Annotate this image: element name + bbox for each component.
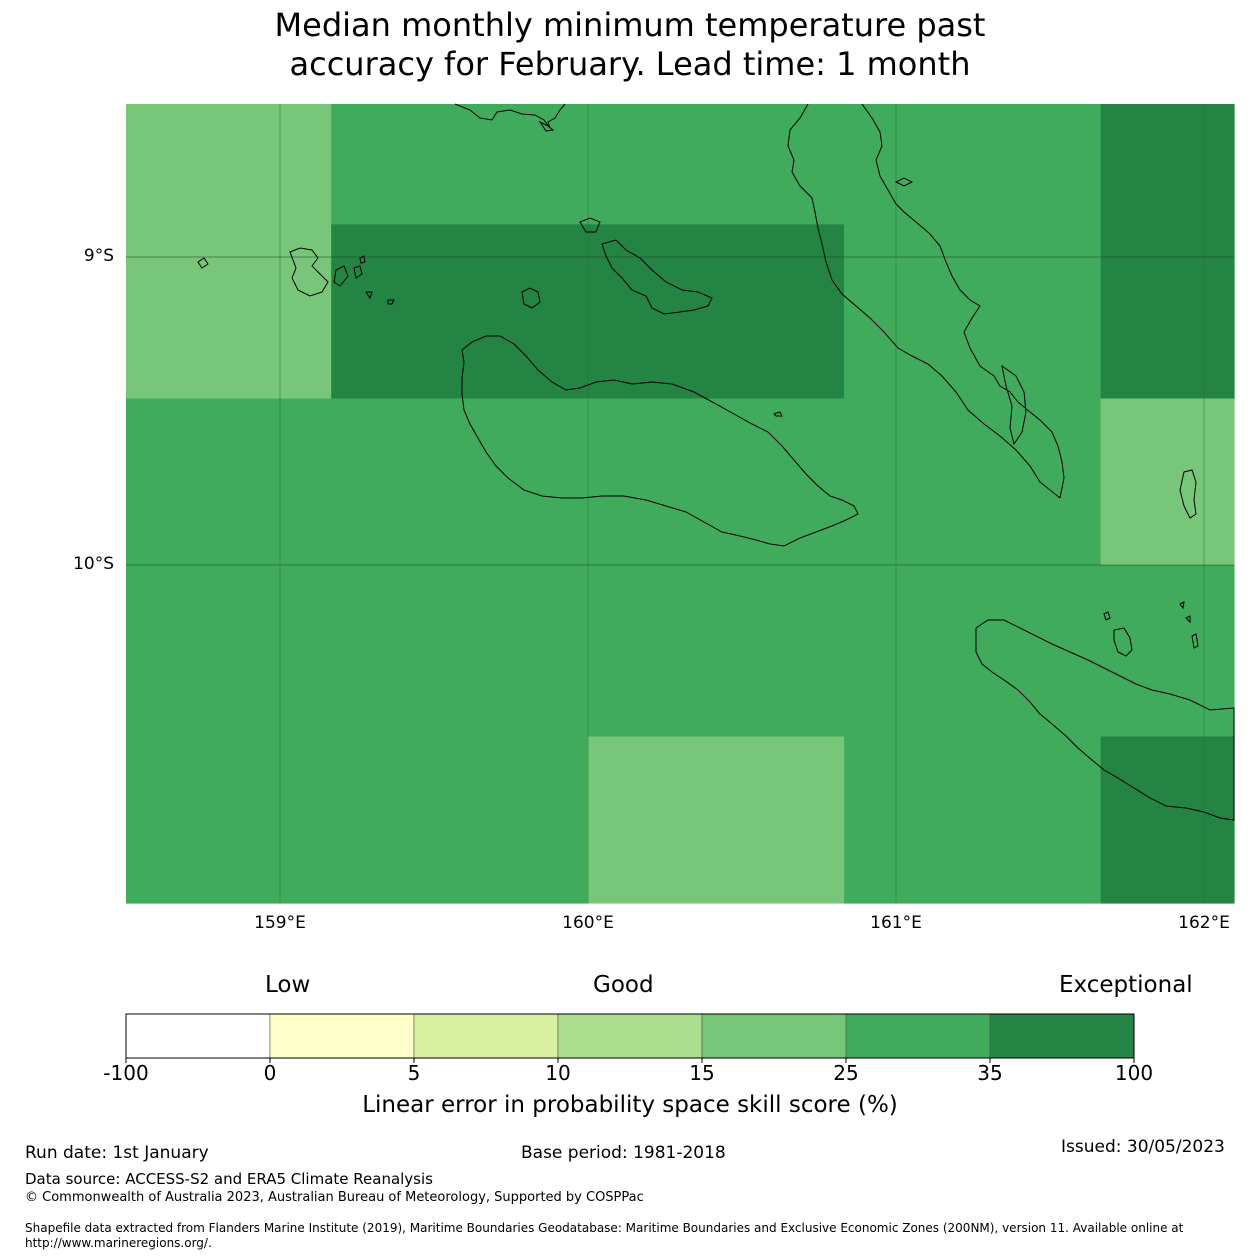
title-line-2: accuracy for February. Lead time: 1 mont…	[289, 45, 971, 83]
colorbar-title: Linear error in probability space skill …	[362, 1092, 898, 1118]
skill-cell	[126, 736, 589, 904]
skill-cell	[1100, 104, 1235, 400]
coast-islet-e1	[1103, 611, 1111, 621]
run-date: Run date: 1st January	[25, 1143, 209, 1163]
skill-cell	[844, 736, 1102, 904]
colorbar-segment	[845, 1013, 991, 1059]
coast-islet-e2	[1113, 627, 1133, 657]
coast-islet-ne	[538, 120, 555, 132]
colorbar-tick-label: 100	[1114, 1061, 1154, 1085]
coast-russell-islet-2	[353, 265, 363, 279]
coast-santa-isabel-west	[787, 103, 1061, 499]
skill-cell	[587, 736, 845, 904]
coast-florida-islands	[454, 103, 566, 129]
title-line-1: Median monthly minimum temperature past	[274, 6, 986, 44]
coast-makira	[975, 619, 1235, 821]
coast-russell-islet-4	[365, 291, 373, 300]
skill-grid	[126, 104, 1235, 904]
copyright: © Commonwealth of Australia 2023, Austra…	[25, 1190, 644, 1205]
coast-russell-islet-5	[387, 299, 395, 305]
lon-label-161e: 161°E	[870, 913, 922, 933]
skill-cell	[844, 224, 1102, 400]
chart-title: Median monthly minimum temperature past …	[0, 6, 1260, 84]
coast-santa-isabel-east	[861, 103, 1065, 499]
coast-east-small-island	[1179, 469, 1197, 519]
colorbar-category-good: Good	[593, 972, 654, 998]
colorbar-segment	[989, 1013, 1135, 1059]
base-period: Base period: 1981-2018	[521, 1143, 726, 1163]
issued-date: Issued: 30/05/2023	[1061, 1137, 1225, 1157]
colorbar-tick-label: 0	[263, 1061, 277, 1085]
colorbar-tick-label: 25	[833, 1061, 859, 1085]
coast-savo	[521, 287, 541, 309]
coast-russell-islet-1	[333, 265, 349, 287]
skill-cell	[126, 565, 1235, 738]
colorbar-category-low: Low	[265, 972, 311, 998]
colorbar-tick-label: 10	[545, 1061, 571, 1085]
colorbar-frame	[125, 1013, 1135, 1059]
colorbar-tick-label: -100	[103, 1061, 149, 1085]
coast-guadalcanal	[461, 335, 859, 547]
lat-label-10s: 10°S	[73, 554, 114, 574]
coast-bay-feature	[894, 177, 914, 187]
skill-cell	[331, 224, 845, 400]
skill-cell	[1100, 736, 1235, 904]
lon-label-162e: 162°E	[1178, 913, 1230, 933]
coast-san-jorge	[1001, 364, 1027, 446]
coast-guadalcanal-islet	[773, 411, 783, 417]
coast-islet-e4	[1185, 615, 1191, 624]
colorbar-segment	[125, 1013, 271, 1059]
skill-cell	[126, 104, 332, 400]
colorbar-segment	[701, 1013, 847, 1059]
data-source: Data source: ACCESS-S2 and ERA5 Climate …	[25, 1170, 433, 1188]
colorbar-tick-label: 35	[977, 1061, 1003, 1085]
skill-cell	[126, 398, 1102, 566]
colorbar-category-exceptional: Exceptional	[1059, 972, 1193, 998]
colorbar-segment	[413, 1013, 559, 1059]
colorbar	[125, 1013, 1135, 1063]
colorbar-tick-label: 5	[407, 1061, 421, 1085]
lon-label-159e: 159°E	[254, 913, 306, 933]
colorbar-tick-label: 15	[689, 1061, 715, 1085]
coast-russell-islet-3	[359, 255, 366, 264]
skill-cell	[331, 104, 1102, 225]
lon-label-160e: 160°E	[562, 913, 614, 933]
skill-cell	[1100, 398, 1235, 566]
colorbar-segment	[557, 1013, 703, 1059]
coast-west-islet	[197, 257, 209, 269]
coast-islet-e5	[1191, 633, 1199, 649]
colorbar-segment	[269, 1013, 415, 1059]
coast-nggela-1	[579, 217, 601, 233]
graticule	[126, 104, 1234, 903]
coast-nggela-2	[601, 239, 713, 315]
coastlines	[197, 103, 1235, 821]
shapefile-credit: Shapefile data extracted from Flanders M…	[25, 1221, 1184, 1250]
lat-label-9s: 9°S	[83, 246, 114, 266]
coast-russell-islands	[289, 247, 329, 297]
coast-islet-e3	[1179, 601, 1185, 610]
